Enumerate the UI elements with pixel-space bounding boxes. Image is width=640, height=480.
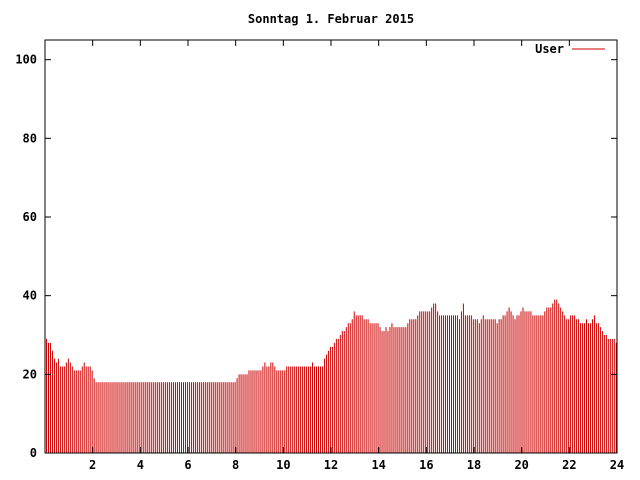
y-tick-label: 0	[30, 446, 37, 460]
x-axis: 2 4 6 8 10 12 14 16 18 20 22 24	[89, 40, 624, 472]
x-tick-label: 18	[467, 458, 481, 472]
x-tick-label: 16	[419, 458, 433, 472]
x-tick-label: 22	[562, 458, 576, 472]
x-tick-label: 8	[232, 458, 239, 472]
y-axis: 0 20 40 60 80 100	[15, 53, 617, 460]
plot-bars	[46, 299, 617, 453]
x-tick-label: 24	[610, 458, 624, 472]
x-tick-label: 2	[89, 458, 96, 472]
legend: User	[535, 42, 605, 56]
y-tick-label: 60	[23, 210, 37, 224]
x-tick-label: 14	[371, 458, 385, 472]
x-tick-label: 10	[276, 458, 290, 472]
x-tick-label: 6	[184, 458, 191, 472]
chart-title: Sonntag 1. Februar 2015	[248, 12, 414, 26]
y-tick-label: 80	[23, 131, 37, 145]
y-tick-label: 40	[23, 289, 37, 303]
y-tick-label: 20	[23, 367, 37, 381]
y-tick-label: 100	[15, 53, 37, 67]
x-tick-label: 4	[137, 458, 144, 472]
x-tick-label: 20	[514, 458, 528, 472]
legend-label: User	[535, 42, 564, 56]
x-tick-label: 12	[324, 458, 338, 472]
